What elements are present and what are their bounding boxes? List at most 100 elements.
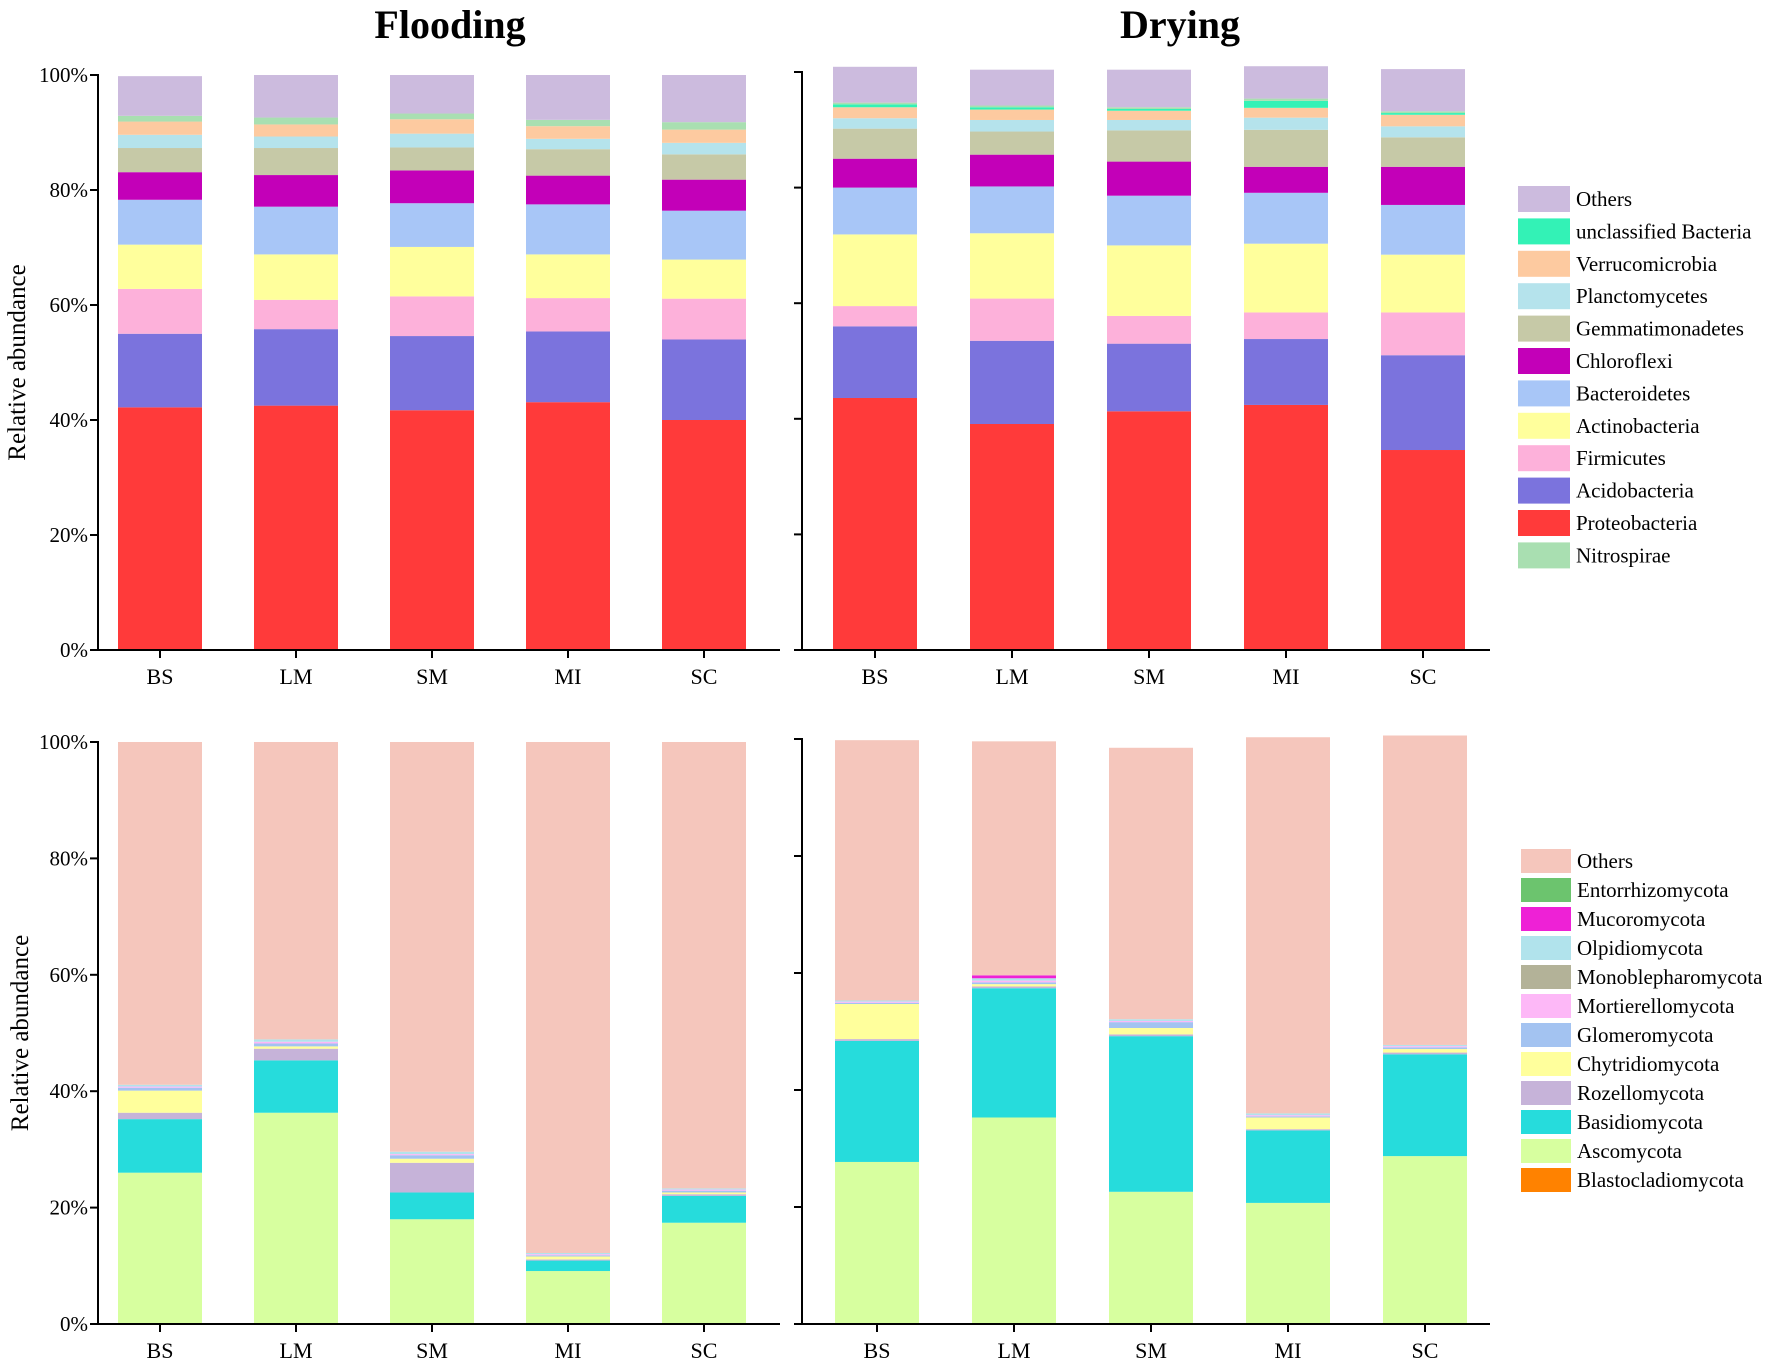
bar-chytridiomycota-sc	[662, 1192, 746, 1195]
legend-swatch-bacteroidetes	[1518, 380, 1570, 407]
bar-basidiomycota-bs	[835, 1040, 919, 1162]
bar-basidiomycota-sm	[1109, 1036, 1193, 1192]
bar-glomeromycota-sm	[390, 1155, 474, 1159]
bar-actinobacteria-sm	[390, 246, 474, 297]
bar-olpidiomycota-sc	[1383, 1044, 1467, 1047]
bar-ascomycota-bs	[118, 1172, 202, 1324]
bar-proteobacteria-mi	[526, 402, 610, 650]
legend-swatch-rozellomycota	[1521, 1081, 1571, 1105]
title-flooding: Flooding	[374, 2, 525, 47]
bar-verrucomicrobia-sm	[1107, 110, 1191, 120]
bar-acidobacteria-bs	[833, 326, 917, 398]
bar-basidiomycota-sc	[1383, 1054, 1467, 1157]
bar-verrucomicrobia-lm	[254, 124, 338, 137]
bar-bacteroidetes-sm	[1107, 195, 1191, 246]
bar-olpidiomycota-bs	[118, 1084, 202, 1087]
x-tick-label-mi: MI	[555, 1338, 582, 1363]
x-tick-label-bs: BS	[147, 1338, 174, 1363]
bar-actinobacteria-lm	[970, 233, 1054, 299]
x-tick-label-sc: SC	[691, 664, 718, 689]
legend-swatch-glomeromycota	[1521, 1023, 1571, 1047]
bar-verrucomicrobia-bs	[833, 107, 917, 119]
legend-label-gemmatimonadetes: Gemmatimonadetes	[1576, 317, 1744, 341]
bar-others-bs	[118, 742, 202, 1085]
legend-label-mucoromycota: Mucoromycota	[1577, 907, 1706, 931]
bar-firmicutes-mi	[526, 298, 610, 332]
bar-proteobacteria-sc	[1381, 450, 1465, 650]
legend-swatch-nitrospirae	[1518, 542, 1570, 569]
bar-acidobacteria-sc	[1381, 355, 1465, 451]
y-tick-label: 40%	[50, 408, 89, 432]
x-tick-label-lm: LM	[280, 1338, 313, 1363]
bar-gemmatimonadetes-lm	[970, 131, 1054, 155]
bar-acidobacteria-bs	[118, 333, 202, 408]
bar-proteobacteria-bs	[118, 407, 202, 650]
bar-bacteroidetes-lm	[254, 206, 338, 255]
bar-olpidiomycota-sc	[662, 1188, 746, 1190]
bar-nitrospirae-bs	[833, 102, 917, 105]
y-axis-title: Relative abundance	[7, 935, 34, 1131]
legend-swatch-firmicutes	[1518, 445, 1570, 472]
x-tick-label-sm: SM	[1135, 1338, 1167, 1363]
x-tick-label-mi: MI	[555, 664, 582, 689]
bar-basidiomycota-mi	[526, 1260, 610, 1272]
chart-drying-bacteria: BS LM SM MI SC	[794, 66, 1490, 689]
legend-label-blastocladiomycota: Blastocladiomycota	[1577, 1168, 1744, 1192]
bar-glomeromycota-sc	[1383, 1047, 1467, 1050]
bar-mortierellomycota-lm	[254, 1041, 338, 1044]
bar-glomeromycota-mi	[1246, 1116, 1330, 1118]
bar-chloroflexi-lm	[254, 175, 338, 207]
legend-swatch-acidobacteria	[1518, 477, 1570, 504]
bar-others-lm	[254, 742, 338, 1040]
bar-proteobacteria-mi	[1244, 404, 1328, 650]
bar-nitrospirae-sc	[662, 122, 746, 130]
bar-mortierellomycota-sm	[1109, 1020, 1193, 1023]
legend-swatch-chloroflexi	[1518, 348, 1570, 374]
bar-gemmatimonadetes-mi	[526, 149, 610, 176]
bar-unclassified-bacteria-sm	[1107, 108, 1191, 111]
bar-verrucomicrobia-sc	[662, 129, 746, 143]
bar-nitrospirae-sm	[1107, 107, 1191, 109]
bar-chytridiomycota-sm	[390, 1158, 474, 1163]
bar-chytridiomycota-mi	[1246, 1117, 1330, 1130]
bar-rozellomycota-bs	[835, 1039, 919, 1041]
bar-nitrospirae-lm	[970, 105, 1054, 108]
x-tick-label-sm: SM	[416, 664, 448, 689]
bar-chloroflexi-sm	[390, 170, 474, 204]
bar-gemmatimonadetes-mi	[1244, 129, 1328, 167]
x-tick-label-lm: LM	[998, 1338, 1031, 1363]
bar-basidiomycota-lm	[254, 1060, 338, 1113]
bar-firmicutes-bs	[118, 288, 202, 334]
bar-others-mi	[526, 742, 610, 1253]
bar-acidobacteria-mi	[526, 331, 610, 403]
bar-rozellomycota-sc	[1383, 1052, 1467, 1055]
legend-label-verrucomicrobia: Verrucomicrobia	[1576, 252, 1718, 276]
bar-gemmatimonadetes-sm	[1107, 130, 1191, 162]
bar-acidobacteria-sc	[662, 339, 746, 420]
bar-others-bs	[833, 66, 917, 103]
y-tick-label: 80%	[50, 178, 89, 202]
bar-acidobacteria-lm	[970, 340, 1054, 425]
bar-proteobacteria-lm	[254, 405, 338, 650]
bar-glomeromycota-mi	[526, 1255, 610, 1257]
legend-swatch-planctomycetes	[1518, 283, 1570, 310]
bar-rozellomycota-sm	[390, 1162, 474, 1193]
bar-ascomycota-mi	[526, 1271, 610, 1324]
bar-actinobacteria-bs	[833, 234, 917, 307]
bar-chloroflexi-mi	[526, 175, 610, 205]
bar-nitrospirae-sm	[390, 113, 474, 120]
bar-mortierellomycota-mi	[1246, 1115, 1330, 1117]
legend-label-others: Others	[1577, 849, 1633, 873]
bar-chytridiomycota-sc	[1383, 1049, 1467, 1053]
legend-label-others: Others	[1576, 187, 1632, 211]
legend-swatch-olpidiomycota	[1521, 936, 1571, 960]
legend-label-chytridiomycota: Chytridiomycota	[1577, 1052, 1720, 1076]
legend-swatch-chytridiomycota	[1521, 1052, 1571, 1076]
bar-others-lm	[972, 741, 1056, 976]
x-tick-label-lm: LM	[280, 664, 313, 689]
bar-chytridiomycota-mi	[526, 1256, 610, 1260]
bar-verrucomicrobia-mi	[526, 126, 610, 139]
bar-gemmatimonadetes-sc	[662, 154, 746, 180]
bar-firmicutes-lm	[970, 298, 1054, 341]
bar-bacteroidetes-bs	[833, 187, 917, 235]
